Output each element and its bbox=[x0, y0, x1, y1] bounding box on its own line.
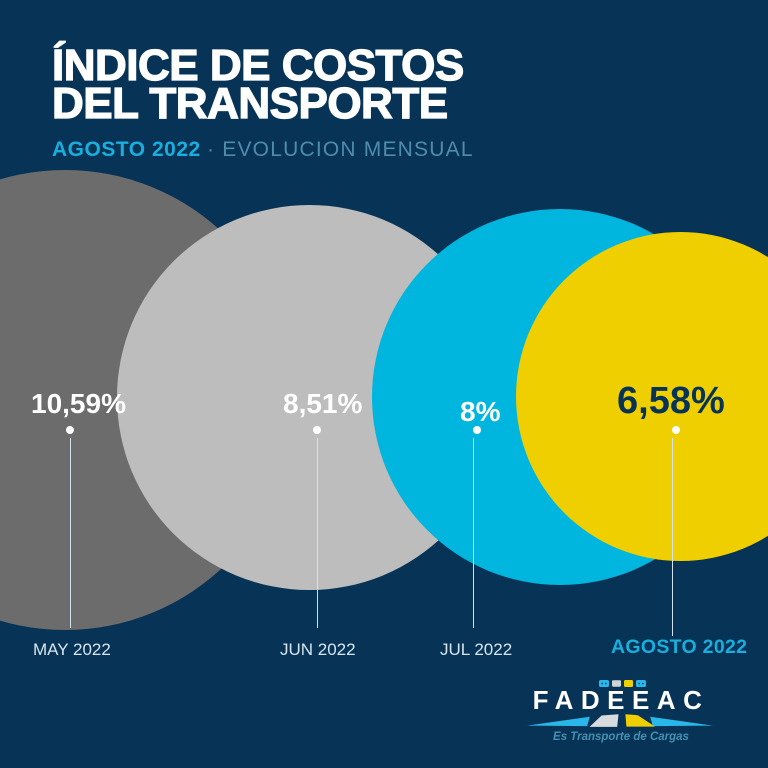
svg-text:FADEEAC: FADEEAC bbox=[533, 685, 710, 715]
svg-text:Es Transporte de Cargas: Es Transporte de Cargas bbox=[553, 731, 689, 743]
